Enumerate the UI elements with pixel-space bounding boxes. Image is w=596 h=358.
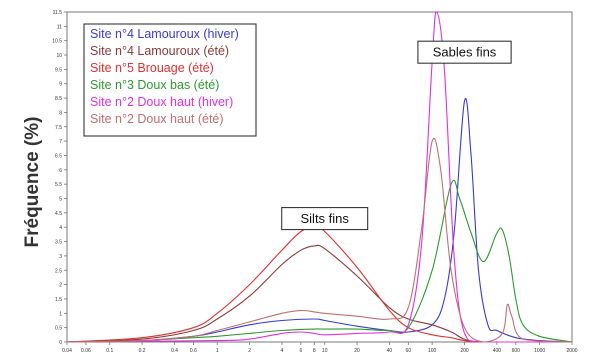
x-tick-label: 0.2	[139, 348, 146, 354]
y-tick-label: 1.5	[55, 297, 62, 303]
annotation-label: Sables fins	[433, 45, 497, 60]
y-tick-label: 4	[59, 225, 62, 231]
y-tick-label: 9	[59, 82, 62, 88]
legend-entry-5: Site n°2 Doux haut (hiver)	[90, 95, 233, 109]
y-tick-label: 5.5	[55, 182, 62, 188]
y-tick-label: 7.5	[55, 125, 62, 131]
y-tick-label: 6	[59, 168, 62, 174]
x-tick-label: 0.1	[106, 348, 113, 354]
x-tick-label: 600	[512, 348, 521, 354]
x-tick-label: 100	[428, 348, 437, 354]
y-tick-label: 9.5	[55, 67, 62, 73]
legend-entry-4: Site n°3 Doux bas (été)	[90, 78, 219, 92]
x-tick-label: 200	[460, 348, 469, 354]
y-tick-label: 4.5	[55, 211, 62, 217]
x-tick-label: 8	[313, 348, 316, 354]
annotation-label: Silts fins	[301, 211, 350, 226]
x-tick-label: 2	[248, 348, 251, 354]
y-tick-label: 11.5	[53, 10, 63, 16]
x-tick-label: 2000	[566, 348, 577, 354]
plot-frame	[66, 11, 573, 343]
x-tick-label: 0.04	[62, 348, 72, 354]
x-tick-label: 60	[406, 348, 412, 354]
x-tick-label: 6	[299, 348, 302, 354]
legend-box	[83, 23, 257, 137]
series-line-4	[66, 179, 573, 343]
y-tick-label: 2.5	[55, 268, 62, 274]
annotation-2: Sables fins	[417, 40, 512, 64]
y-tick-label: 10	[56, 53, 62, 59]
x-tick-label: 400	[493, 348, 502, 354]
y-tick-label: 7	[59, 139, 62, 145]
x-tick-label: 4	[281, 348, 284, 354]
y-tick-label: 3.5	[55, 240, 62, 246]
legend-entry-3: Site n°5 Brouage (été)	[90, 61, 214, 75]
y-tick-label: 8.5	[55, 96, 62, 102]
annotation-box	[281, 207, 369, 231]
series-line-6	[66, 138, 573, 343]
y-tick-label: 5	[59, 197, 62, 203]
x-tick-label: 1000	[534, 348, 545, 354]
legend-entry-1: Site n°4 Lamouroux (hiver)	[90, 27, 239, 41]
y-axis-label: Fréquence (%)	[22, 117, 43, 248]
y-tick-label: 0.5	[55, 326, 62, 332]
y-tick-label: 6.5	[55, 153, 62, 159]
annotation-1: Silts fins	[281, 207, 369, 231]
plot-area: 00.511.522.533.544.555.566.577.588.599.5…	[52, 10, 578, 354]
series-line-2	[66, 244, 572, 343]
x-tick-label: 1	[216, 348, 219, 354]
x-tick-label: 0.6	[190, 348, 197, 354]
annotation-box	[417, 40, 512, 64]
y-tick-label: 8	[59, 110, 62, 116]
x-tick-label: 0.06	[81, 348, 91, 354]
y-tick-label: 3	[59, 254, 62, 260]
y-tick-label: 1	[59, 311, 62, 317]
x-tick-label: 10	[322, 348, 328, 354]
series-line-5	[66, 11, 572, 343]
y-tick-label: 0	[59, 340, 62, 346]
y-tick-label: 11	[57, 24, 62, 30]
x-tick-label: 0.4	[171, 348, 178, 354]
legend: Site n°4 Lamouroux (hiver) Site n°4 Lamou…	[83, 23, 257, 137]
y-tick-label: 2	[59, 283, 62, 289]
legend-entry-6: Site n°2 Doux haut (été)	[90, 112, 224, 126]
y-tick-label: 10.5	[52, 39, 62, 45]
x-tick-label: 40	[387, 348, 393, 354]
x-tick-label: 20	[354, 348, 360, 354]
legend-entry-2: Site n°4 Lamouroux (été)	[90, 44, 229, 58]
series-line-3	[66, 226, 572, 343]
